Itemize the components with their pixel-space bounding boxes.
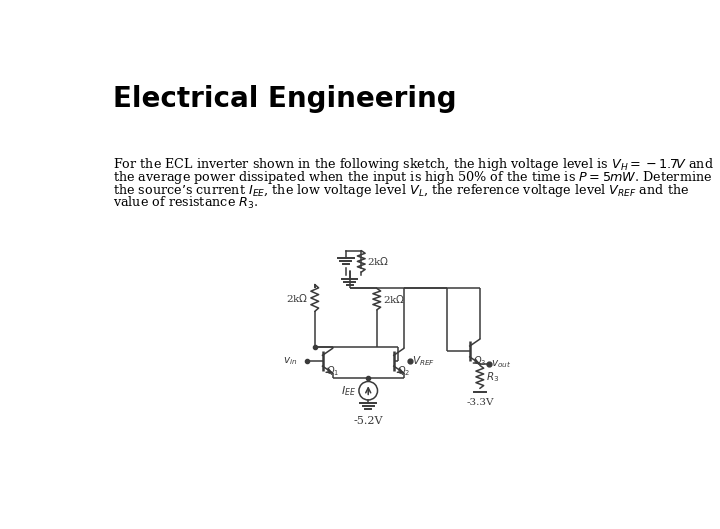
Text: $I_{EE}$: $I_{EE}$ [341,384,356,398]
Text: $v_{in}$: $v_{in}$ [284,355,297,367]
Text: $v_{out}$: $v_{out}$ [490,358,511,370]
Text: -5.2V: -5.2V [354,416,383,426]
Text: $R_3$: $R_3$ [486,370,499,384]
Text: the source’s current $I_{EE}$, the low voltage level $V_L$, the reference voltag: the source’s current $I_{EE}$, the low v… [113,182,690,199]
Text: 2k$\Omega$: 2k$\Omega$ [383,293,405,305]
Text: $Q_2$: $Q_2$ [397,364,410,378]
Text: 2k$\Omega$: 2k$\Omega$ [367,256,390,267]
Text: value of resistance $R_3$.: value of resistance $R_3$. [113,195,258,211]
Text: the average power dissipated when the input is high 50% of the time is $P = 5mW$: the average power dissipated when the in… [113,169,713,186]
Text: Electrical Engineering: Electrical Engineering [113,85,457,113]
Text: $V_{REF}$: $V_{REF}$ [412,354,435,368]
Text: 2k$\Omega$: 2k$\Omega$ [287,292,309,304]
Text: $Q_3$: $Q_3$ [473,354,486,368]
Text: For the ECL inverter shown in the following sketch, the high voltage level is $V: For the ECL inverter shown in the follow… [113,156,714,173]
Text: -3.3V: -3.3V [466,398,494,407]
Text: $Q_1$: $Q_1$ [325,364,339,378]
